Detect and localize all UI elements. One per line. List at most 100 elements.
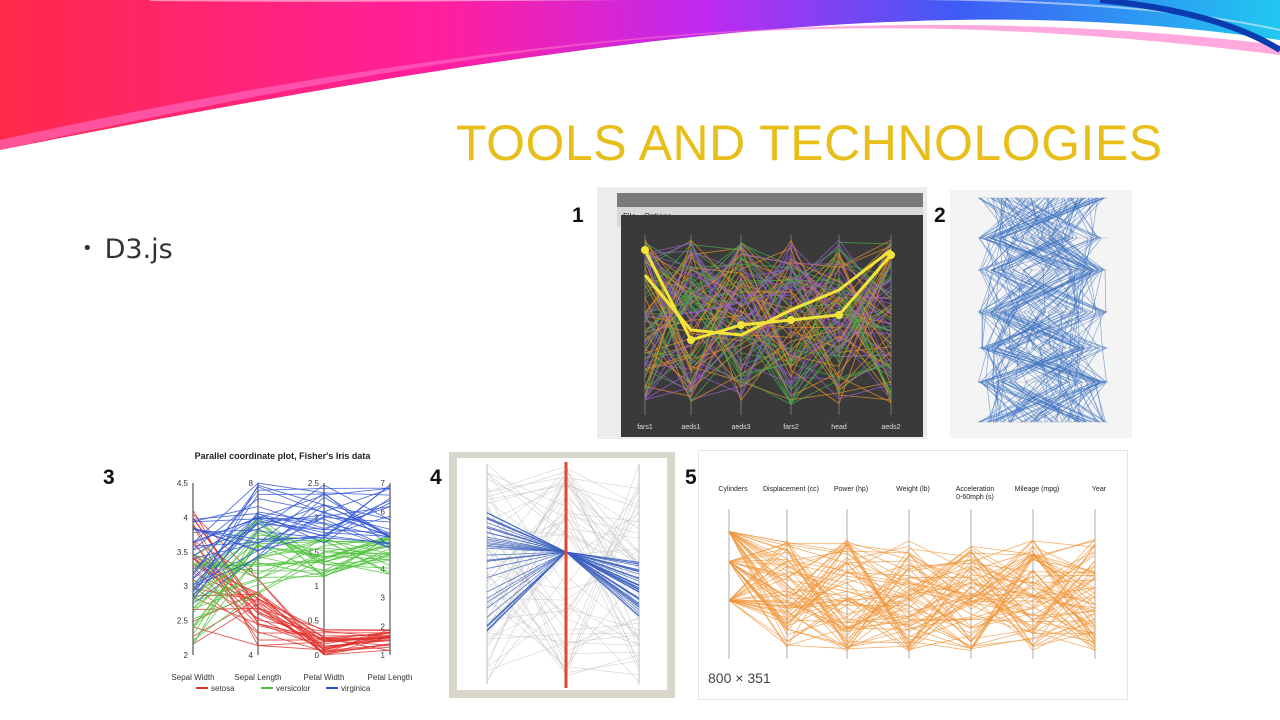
- data-line: [192, 482, 391, 544]
- data-line: [644, 256, 892, 370]
- data-line: [192, 535, 391, 620]
- data-line: [728, 531, 1096, 605]
- data-line: [728, 560, 1096, 627]
- axis-label: Acceleration: [956, 486, 995, 493]
- axis-label: aeds1: [681, 424, 700, 431]
- axis-label: aeds3: [731, 424, 750, 431]
- data-line: [728, 546, 1096, 631]
- highlight-point: [787, 316, 795, 324]
- data-line: [728, 545, 1096, 638]
- data-line: [192, 528, 391, 646]
- data-line: [728, 547, 1096, 626]
- tick-label: 2.5: [177, 617, 189, 626]
- data-line: [192, 518, 391, 537]
- data-line: [728, 531, 1096, 627]
- data-line: [728, 531, 1096, 647]
- data-line: [978, 197, 1083, 423]
- axis-label: Sepal Length: [234, 673, 281, 682]
- figure-2-screenshot: [950, 190, 1132, 438]
- figure-5-screenshot: Cylinders Displacement (cc) Power (hp) Weig…: [698, 450, 1128, 700]
- tick-label: 4: [184, 513, 189, 522]
- data-line: [979, 197, 1082, 423]
- data-line: [644, 247, 892, 322]
- data-line: [644, 268, 892, 401]
- data-line: [192, 551, 391, 610]
- axis-label: head: [831, 424, 847, 431]
- data-line: [995, 197, 1087, 423]
- tick-label: 3.5: [177, 548, 189, 557]
- axis-label: Power (hp): [834, 486, 868, 493]
- data-line: [192, 484, 391, 596]
- data-line: [1007, 197, 1099, 423]
- window-titlebar: [617, 193, 923, 207]
- tick-label: 2: [184, 651, 189, 660]
- data-line: [644, 302, 892, 397]
- data-line: [644, 254, 892, 327]
- tick-label: 0: [315, 651, 320, 660]
- data-line: [728, 561, 1096, 618]
- data-line: [728, 531, 1096, 649]
- data-line: [728, 567, 1096, 649]
- parallel-plot-3: 4.543.532.528642.521.510.507654321Sepal …: [171, 479, 413, 693]
- data-line: [728, 540, 1096, 652]
- parallel-plot-4: [457, 458, 667, 690]
- data-line: [644, 243, 892, 357]
- data-line: [644, 287, 892, 379]
- data-line: [978, 197, 1107, 423]
- data-line: [644, 263, 892, 322]
- figure-number-3: 3: [103, 466, 115, 489]
- bullet-text: D3.js: [104, 234, 173, 265]
- data-line: [728, 544, 1096, 601]
- data-line: [985, 197, 1093, 423]
- axis-label: Petal Length: [368, 673, 413, 682]
- legend-label: virginica: [341, 684, 371, 693]
- data-line: [192, 500, 391, 579]
- data-line: [192, 626, 391, 651]
- highlight-point: [737, 321, 745, 329]
- data-line: [192, 558, 391, 639]
- axis-label: fars2: [783, 424, 799, 431]
- data-line: [644, 241, 892, 384]
- data-line: [999, 197, 1098, 423]
- data-line: [983, 197, 1079, 423]
- data-line: [728, 556, 1096, 650]
- highlight-point: [641, 246, 649, 254]
- slide-title: TOOLS AND TECHNOLOGIES: [456, 115, 1163, 171]
- data-line: [192, 484, 391, 557]
- tick-label: 2: [381, 622, 386, 631]
- data-line: [728, 600, 1096, 650]
- data-line: [728, 561, 1096, 647]
- data-line: [728, 550, 1096, 648]
- legend-label: setosa: [211, 684, 235, 693]
- data-line: [644, 254, 892, 400]
- data-line: [977, 197, 1100, 423]
- data-line: [644, 245, 892, 405]
- data-line: [987, 197, 1098, 423]
- data-line: [192, 498, 391, 550]
- tick-label: 6: [249, 565, 254, 574]
- tick-label: 0.5: [308, 617, 320, 626]
- data-line: [994, 197, 1096, 423]
- data-line: [728, 531, 1096, 649]
- data-line: [984, 197, 1094, 423]
- data-line: [644, 255, 892, 380]
- tick-label: 7: [381, 479, 386, 488]
- data-line: [728, 531, 1096, 635]
- data-line: [728, 558, 1096, 650]
- bullet-item: • D3.js: [82, 234, 173, 265]
- data-line: [728, 569, 1096, 647]
- highlight-line: [643, 248, 892, 337]
- data-line: [989, 197, 1103, 423]
- data-line: [192, 534, 391, 547]
- data-line: [728, 542, 1096, 649]
- data-line: [979, 197, 1079, 423]
- data-line: [192, 579, 391, 650]
- data-line: [728, 548, 1096, 647]
- data-line: [192, 535, 391, 567]
- data-line: [192, 544, 391, 628]
- tick-label: 8: [249, 479, 254, 488]
- data-line: [644, 247, 892, 387]
- axis-label: Weight (lb): [896, 486, 930, 493]
- data-line: [192, 593, 391, 651]
- data-line: [644, 242, 892, 397]
